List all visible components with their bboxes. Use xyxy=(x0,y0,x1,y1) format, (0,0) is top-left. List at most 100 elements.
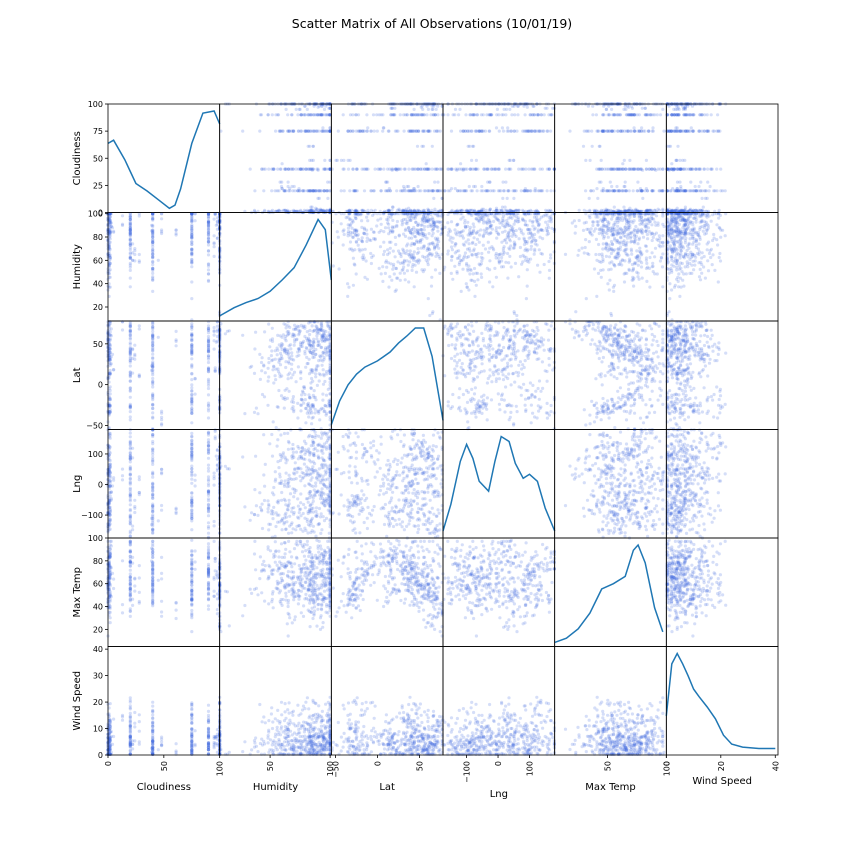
data-point xyxy=(528,227,532,232)
data-point xyxy=(521,260,525,264)
data-point xyxy=(707,129,711,133)
data-point xyxy=(549,113,553,117)
data-point xyxy=(377,167,381,171)
data-point xyxy=(610,107,614,111)
data-point xyxy=(481,234,485,238)
data-point xyxy=(314,189,318,193)
data-point xyxy=(290,113,294,117)
data-point xyxy=(647,218,651,222)
data-point xyxy=(682,167,687,171)
data-point xyxy=(672,113,676,117)
data-point xyxy=(705,228,709,232)
data-point xyxy=(518,245,523,250)
data-point xyxy=(615,184,619,189)
data-point xyxy=(322,129,326,133)
data-point xyxy=(539,129,543,133)
panel-humidity-vs-lat xyxy=(330,212,444,322)
data-point xyxy=(628,129,633,133)
data-point xyxy=(601,189,605,193)
data-point xyxy=(702,254,706,259)
data-point xyxy=(610,217,614,221)
data-point xyxy=(160,230,164,234)
data-point xyxy=(151,260,155,264)
data-point xyxy=(698,278,703,282)
data-point xyxy=(494,253,498,257)
data-point xyxy=(426,189,430,193)
data-point xyxy=(414,220,418,225)
data-point xyxy=(381,265,385,269)
data-point xyxy=(657,234,662,238)
data-point xyxy=(438,256,442,260)
data-point xyxy=(712,189,716,193)
data-point xyxy=(718,251,722,256)
data-point xyxy=(326,180,330,184)
data-point xyxy=(108,275,112,279)
data-point xyxy=(190,225,194,229)
data-point xyxy=(287,129,291,133)
data-point xyxy=(379,189,383,193)
data-point xyxy=(328,106,332,110)
data-point xyxy=(315,207,319,211)
data-point xyxy=(431,227,435,231)
data-point xyxy=(426,218,430,223)
data-point xyxy=(633,167,637,171)
data-point xyxy=(306,144,310,148)
data-point xyxy=(694,220,698,224)
data-point xyxy=(698,267,702,271)
data-point xyxy=(481,113,485,117)
data-point xyxy=(283,167,287,171)
data-point xyxy=(593,227,598,231)
data-point xyxy=(584,158,588,162)
data-point xyxy=(379,229,383,233)
data-point xyxy=(346,167,351,171)
data-point xyxy=(151,250,155,254)
data-point xyxy=(364,259,368,263)
data-point xyxy=(346,215,350,219)
data-point xyxy=(291,167,295,171)
data-point xyxy=(387,208,391,212)
data-point xyxy=(351,167,355,171)
data-point xyxy=(700,129,704,133)
data-point xyxy=(280,187,284,191)
data-point xyxy=(616,247,621,251)
data-point xyxy=(322,189,327,193)
data-point xyxy=(472,184,476,189)
data-point xyxy=(644,167,649,171)
data-point xyxy=(416,231,420,235)
data-point xyxy=(241,129,245,133)
data-point xyxy=(319,113,324,117)
data-point xyxy=(688,237,692,241)
data-point xyxy=(608,180,612,184)
data-point xyxy=(321,129,325,133)
data-point xyxy=(137,252,141,257)
data-point xyxy=(291,189,295,193)
data-point xyxy=(459,162,463,166)
data-point xyxy=(510,227,514,231)
data-point xyxy=(308,189,312,193)
data-point xyxy=(342,232,346,237)
data-point xyxy=(683,265,687,269)
data-point xyxy=(692,237,696,241)
data-point xyxy=(328,113,332,117)
data-point xyxy=(305,129,309,133)
data-point xyxy=(287,189,291,193)
data-point xyxy=(604,254,609,258)
data-point xyxy=(314,189,318,193)
data-point xyxy=(494,208,498,212)
data-point xyxy=(661,214,665,218)
data-point xyxy=(383,189,388,193)
data-point xyxy=(712,129,716,133)
data-point xyxy=(661,234,665,238)
data-point xyxy=(657,189,661,193)
data-point xyxy=(400,223,404,227)
data-point xyxy=(533,232,537,237)
data-point xyxy=(532,252,536,256)
data-point xyxy=(598,228,602,232)
data-point xyxy=(508,254,512,258)
data-point xyxy=(468,144,472,148)
data-point xyxy=(422,246,426,250)
data-point xyxy=(602,236,606,240)
data-point xyxy=(517,167,521,171)
data-point xyxy=(708,249,712,253)
data-point xyxy=(658,237,662,241)
